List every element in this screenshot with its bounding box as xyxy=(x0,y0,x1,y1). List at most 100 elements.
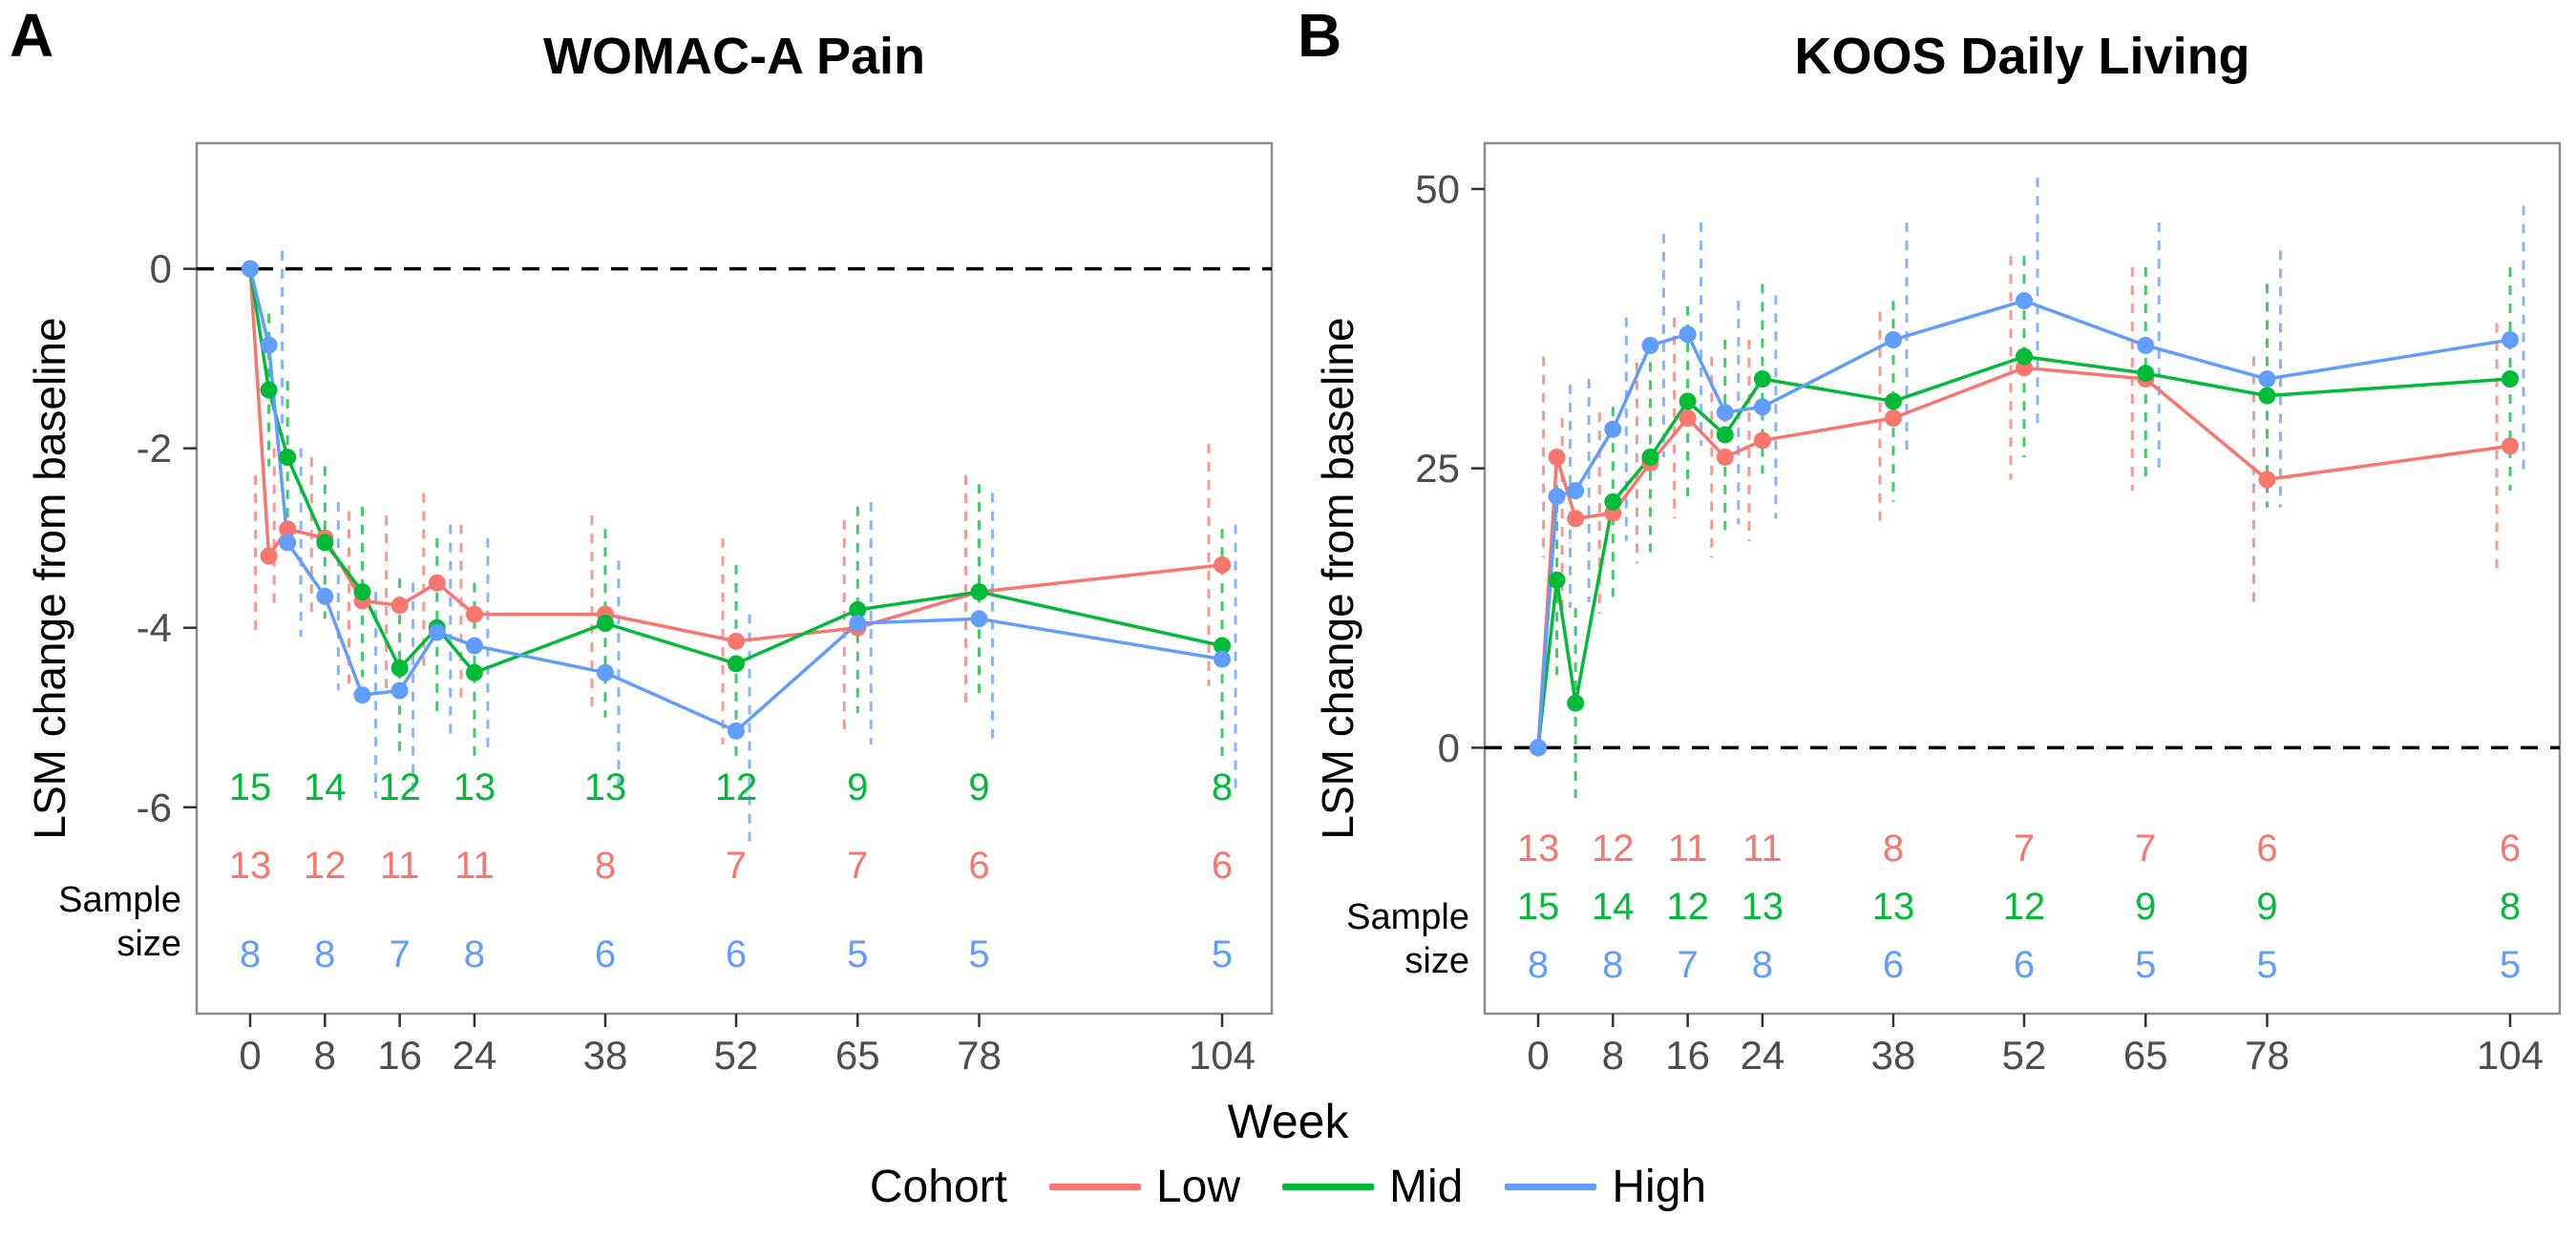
sample-size-value-high: 7 xyxy=(389,933,410,975)
y-tick-label: 0 xyxy=(1438,725,1460,770)
x-tick-label: 65 xyxy=(2123,1033,2168,1078)
data-point-low xyxy=(728,632,745,650)
data-point-high xyxy=(428,623,446,641)
sample-size-value-high: 5 xyxy=(2135,944,2156,986)
sample-size-value-low: 7 xyxy=(726,845,747,887)
data-point-high xyxy=(1884,331,1902,349)
sample-size-value-mid: 15 xyxy=(1517,886,1560,928)
x-tick-label: 78 xyxy=(957,1033,1002,1078)
data-point-mid xyxy=(1214,637,1231,655)
data-point-mid xyxy=(316,534,334,552)
sample-size-value-low: 8 xyxy=(1883,828,1904,870)
data-point-mid xyxy=(1884,392,1902,410)
y-tick-label: 50 xyxy=(1415,167,1460,212)
data-point-high xyxy=(1548,487,1566,505)
sample-size-value-low: 13 xyxy=(229,845,272,887)
data-point-high xyxy=(2502,331,2519,349)
x-tick-label: 52 xyxy=(2002,1033,2047,1078)
data-point-low xyxy=(1567,510,1585,528)
legend-label-high: High xyxy=(1612,1162,1707,1212)
data-point-mid xyxy=(1753,370,1771,388)
y-tick-label: -6 xyxy=(137,785,172,829)
data-point-high xyxy=(728,722,745,740)
x-tick-label: 38 xyxy=(583,1033,628,1078)
x-tick-label: 65 xyxy=(835,1033,880,1078)
sample-size-value-high: 8 xyxy=(1602,944,1623,986)
sample-size-value-low: 12 xyxy=(1592,828,1635,870)
x-tick-label: 8 xyxy=(1602,1033,1624,1078)
sample-size-value-mid: 8 xyxy=(2500,886,2521,928)
x-tick-label: 104 xyxy=(2477,1033,2544,1078)
sample-size-value-low: 11 xyxy=(1668,828,1708,870)
sample-size-value-mid: 12 xyxy=(2003,886,2046,928)
panel-b: B KOOS Daily Living LSM change from base… xyxy=(1288,0,2576,1088)
sample-size-value-high: 5 xyxy=(2500,944,2521,986)
panel-b-title: KOOS Daily Living xyxy=(1794,28,2250,85)
legend-item-mid: Mid xyxy=(1282,1161,1463,1213)
sample-size-value-low: 7 xyxy=(2135,828,2156,870)
x-tick-label: 16 xyxy=(1665,1033,1710,1078)
legend-line-mid xyxy=(1282,1184,1375,1190)
data-point-mid xyxy=(1548,571,1566,589)
sample-size-value-low: 7 xyxy=(2014,828,2035,870)
y-tick-label: -2 xyxy=(137,426,172,471)
data-point-high xyxy=(2016,292,2033,310)
data-point-high xyxy=(260,336,278,354)
x-tick-label: 24 xyxy=(453,1033,497,1078)
panel-b-sample-size-label: Sample size xyxy=(1346,897,1469,981)
x-tick-label: 16 xyxy=(377,1033,422,1078)
sample-size-value-low: 11 xyxy=(454,845,495,887)
data-point-low xyxy=(2502,437,2519,455)
data-point-mid xyxy=(1716,426,1734,444)
sample-size-value-high: 5 xyxy=(968,933,989,975)
panel-a: A WOMAC-A Pain LSM change from baseline … xyxy=(0,0,1288,1088)
x-tick-label: 104 xyxy=(1189,1033,1256,1078)
data-point-low xyxy=(1716,448,1734,466)
data-point-low xyxy=(391,597,409,615)
y-tick-label: 25 xyxy=(1415,446,1460,491)
data-point-high xyxy=(1641,336,1659,354)
data-point-high xyxy=(465,637,483,655)
sample-size-value-mid: 15 xyxy=(229,766,272,808)
sample-size-value-low: 7 xyxy=(847,845,868,887)
y-tick-label: -4 xyxy=(137,605,172,650)
data-point-high xyxy=(1716,404,1734,422)
sample-size-value-high: 6 xyxy=(1883,944,1904,986)
sample-size-value-high: 5 xyxy=(2256,944,2277,986)
data-point-high xyxy=(279,534,297,552)
sample-size-value-low: 13 xyxy=(1517,828,1560,870)
data-point-mid xyxy=(391,660,409,678)
sample-size-value-mid: 12 xyxy=(378,766,421,808)
legend-item-high: High xyxy=(1505,1161,1706,1213)
x-axis-title: Week xyxy=(1227,1095,1349,1148)
data-point-high xyxy=(316,587,334,605)
data-point-high xyxy=(391,681,409,700)
sample-size-value-high: 5 xyxy=(1212,933,1233,975)
sample-size-value-low: 11 xyxy=(1742,828,1783,870)
data-point-low xyxy=(2258,471,2276,489)
data-point-high xyxy=(2137,336,2155,354)
data-point-low xyxy=(1214,556,1231,574)
sample-size-value-mid: 9 xyxy=(2256,886,2277,928)
sample-size-value-mid: 13 xyxy=(1742,886,1784,928)
data-point-high xyxy=(596,663,614,681)
sample-size-value-mid: 9 xyxy=(2135,886,2156,928)
data-point-high xyxy=(970,610,988,628)
legend-label-low: Low xyxy=(1155,1162,1241,1212)
sample-size-value-mid: 13 xyxy=(454,766,496,808)
data-point-mid xyxy=(2137,365,2155,383)
sample-size-value-low: 12 xyxy=(304,845,347,887)
sample-size-value-high: 8 xyxy=(240,933,261,975)
x-tick-label: 0 xyxy=(1527,1033,1549,1078)
sample-size-value-high: 6 xyxy=(595,933,616,975)
data-point-mid xyxy=(1641,448,1659,466)
sample-size-value-high: 8 xyxy=(1752,944,1773,986)
sample-size-value-high: 8 xyxy=(1528,944,1549,986)
panel-b-label: B xyxy=(1298,1,1342,70)
data-point-low xyxy=(1753,431,1771,450)
sample-size-value-low: 8 xyxy=(595,845,616,887)
sample-size-value-mid: 12 xyxy=(715,766,758,808)
sample-size-value-low: 6 xyxy=(1212,845,1233,887)
sample-size-value-low: 6 xyxy=(2500,828,2521,870)
